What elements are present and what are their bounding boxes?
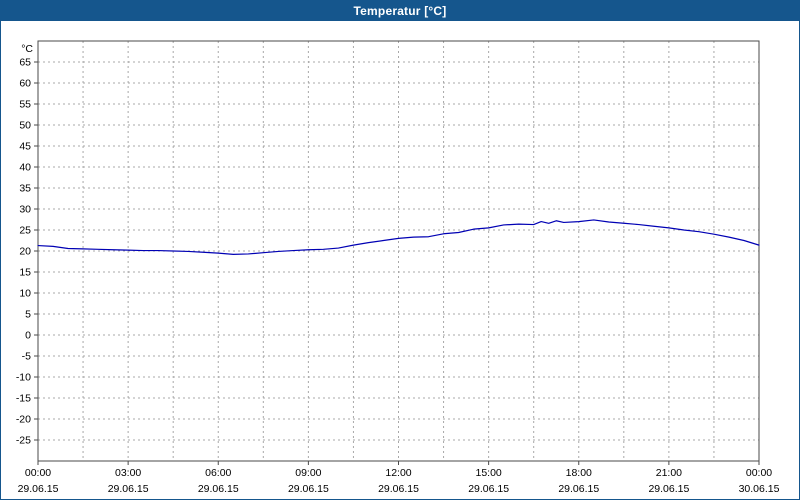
y-tick-label: 60 [19, 78, 31, 90]
y-tick-label: 40 [19, 162, 31, 174]
y-tick-label: 10 [19, 288, 31, 300]
x-tick-date-label: 30.06.15 [739, 483, 780, 495]
y-tick-label: -10 [16, 372, 31, 384]
x-tick-date-label: 29.06.15 [18, 483, 59, 495]
x-tick-time-label: 06:00 [205, 467, 231, 479]
x-tick-date-label: 29.06.15 [288, 483, 329, 495]
x-tick-time-label: 21:00 [656, 467, 682, 479]
x-tick-time-label: 00:00 [25, 467, 51, 479]
x-tick-time-label: 00:00 [746, 467, 772, 479]
x-tick-time-label: 09:00 [295, 467, 321, 479]
x-tick-time-label: 03:00 [115, 467, 141, 479]
y-tick-label: 50 [19, 120, 31, 132]
y-axis-labels: 65605550454035302520151050-5-10-15-20-25… [16, 43, 38, 447]
plot-border [37, 40, 760, 462]
y-tick-label: -20 [16, 414, 31, 426]
y-tick-label: -5 [22, 351, 31, 363]
x-tick-time-label: 12:00 [385, 467, 411, 479]
y-axis-unit-label: °C [21, 43, 33, 55]
y-tick-label: -15 [16, 393, 31, 405]
x-tick-date-label: 29.06.15 [468, 483, 509, 495]
y-tick-label: 15 [19, 267, 31, 279]
horizontal-gridlines [38, 61, 759, 441]
x-axis-labels: 00:00 29.06.15 03:00 29.06.15 06:00 29.06.15 0… [18, 461, 780, 495]
y-tick-label: 5 [25, 309, 31, 321]
temperature-series-line [37, 219, 760, 255]
y-tick-label: 55 [19, 99, 31, 111]
x-tick-date-label: 29.06.15 [198, 483, 239, 495]
window-title: Temperatur [°C] [353, 4, 447, 18]
temperature-chart: 65605550454035302520151050-5-10-15-20-25… [16, 40, 780, 495]
window-title-bar: Temperatur [°C] [1, 1, 799, 21]
chart-container: 65 60 55 50 45 40 35 30 25 20 15 10 5 0 -5 -10 -15 -20 -25… [1, 21, 799, 499]
y-tick-label: -25 [16, 435, 31, 447]
y-tick-label: 20 [19, 246, 31, 258]
x-tick-time-label: 18:00 [566, 467, 592, 479]
y-tick-label: 25 [19, 225, 31, 237]
y-tick-label: 45 [19, 141, 31, 153]
y-tick-label: 0 [25, 330, 31, 342]
x-tick-date-label: 29.06.15 [108, 483, 149, 495]
x-tick-time-label: 15:00 [475, 467, 501, 479]
x-tick-date-label: 29.06.15 [648, 483, 689, 495]
y-tick-label: 65 [19, 57, 31, 69]
x-tick-date-label: 29.06.15 [378, 483, 419, 495]
y-tick-label: 30 [19, 204, 31, 216]
series-lines [37, 219, 760, 255]
y-tick-label: 35 [19, 183, 31, 195]
x-tick-date-label: 29.06.15 [558, 483, 599, 495]
